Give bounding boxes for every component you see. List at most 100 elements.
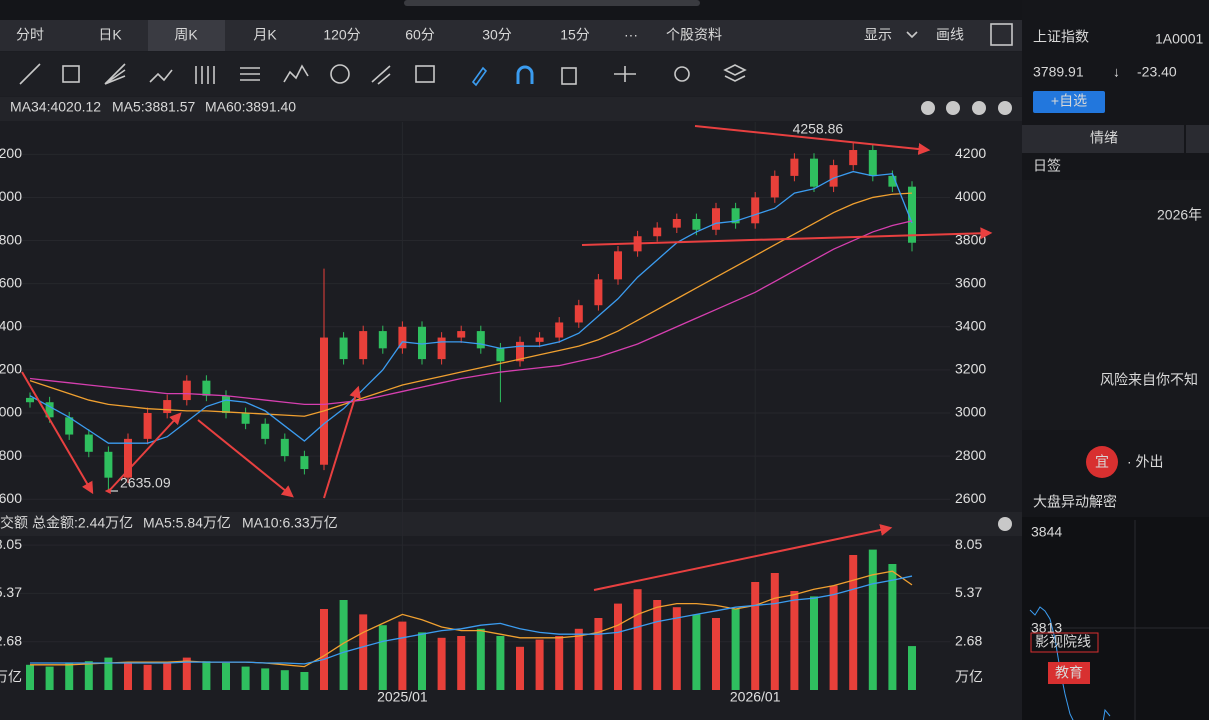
volume-bar	[633, 589, 642, 690]
y-tick-label: 3200	[0, 361, 22, 377]
watch-label[interactable]: +自选	[1051, 93, 1087, 109]
y-tick-label: 3200	[955, 361, 986, 377]
y-tick-label: 3400	[955, 317, 986, 333]
volume-bar	[300, 672, 309, 690]
candle-body	[829, 165, 838, 187]
window-handle	[404, 0, 700, 6]
period-tab[interactable]: 个股资料	[666, 27, 722, 43]
tab[interactable]	[1022, 125, 1184, 153]
watch-button[interactable]	[1033, 91, 1105, 113]
y-tick-label: 5.37	[0, 584, 22, 600]
volume-bar	[614, 603, 622, 690]
candle-body	[398, 326, 407, 349]
candle-body	[65, 417, 74, 435]
volume-bar	[182, 657, 191, 690]
index-name: 上证指数	[1033, 29, 1089, 45]
y-tick-label: 2.68	[0, 632, 22, 648]
x-tick-label: 2025/01	[377, 689, 428, 705]
chart: 2600 2600 2800 2800 3000 3000 3200 3200 3400 3400…	[0, 120, 986, 705]
volume-bar	[770, 573, 779, 690]
ma-header	[0, 97, 1022, 121]
candle-body	[339, 337, 348, 360]
volume-bar	[241, 666, 250, 690]
radar-grid	[1030, 520, 1209, 720]
candle-body	[182, 380, 191, 401]
zoom-controls[interactable]	[921, 101, 1012, 115]
volume-bar	[202, 661, 211, 690]
index-code: 1A0001	[1155, 31, 1203, 47]
volume-bar	[594, 618, 603, 690]
volume-bar	[261, 668, 270, 690]
candle-body	[26, 397, 34, 403]
candle-body	[437, 337, 446, 360]
low-label: 2635.09	[120, 474, 171, 490]
candle-body	[124, 438, 132, 478]
tab-label[interactable]: 情绪	[1090, 130, 1118, 146]
lucky-text: · 外出	[1127, 454, 1164, 470]
volume-legend: MA10:6.33万亿	[242, 515, 338, 531]
candle-body	[672, 219, 681, 228]
volume-bar	[849, 555, 858, 690]
y-tick-label: 8.05	[955, 536, 982, 552]
candle-body	[163, 400, 172, 413]
period-tab[interactable]: 60分	[405, 27, 435, 43]
radar-mid: 3813	[1031, 620, 1062, 636]
volume-bar	[143, 664, 152, 690]
volume-bar	[65, 663, 74, 690]
volume-bar	[692, 614, 701, 690]
ma-line	[29, 192, 913, 417]
show-button[interactable]: 显示	[864, 27, 892, 43]
volume-bar	[574, 628, 583, 690]
settings-icon[interactable]	[998, 517, 1012, 531]
radar-tag: 教育	[1055, 665, 1083, 681]
candle-body	[810, 158, 818, 187]
index-change: -23.40	[1137, 64, 1177, 80]
y-tick-label: 2800	[0, 447, 22, 463]
annotation-arrows	[21, 125, 993, 591]
ma-legend: MA5:3881.57	[112, 99, 195, 115]
candle-body	[261, 423, 270, 439]
volume-bar	[26, 664, 34, 690]
candle-body	[868, 150, 877, 176]
volume-legend: MA5:5.84万亿	[143, 515, 231, 531]
candle-body	[457, 331, 466, 338]
volume-header	[0, 512, 1022, 536]
volume-bar	[378, 625, 387, 690]
y-tick-label: 4000	[955, 188, 986, 204]
draw-button[interactable]: 画线	[936, 27, 964, 43]
candle-body	[84, 434, 93, 452]
ma-line	[29, 220, 913, 406]
period-tab[interactable]: 分时	[16, 27, 44, 43]
period-tab[interactable]: 30分	[482, 27, 512, 43]
volume-bar	[653, 600, 662, 690]
candle-body	[45, 402, 54, 418]
candle-body	[143, 413, 152, 439]
volume-bar	[672, 607, 681, 690]
period-tab[interactable]: ···	[624, 27, 638, 43]
period-tab[interactable]: 日K	[98, 27, 122, 43]
volume-bar	[555, 636, 564, 690]
candle-body	[712, 208, 720, 230]
y-tick-label: 3400	[0, 317, 22, 333]
sign-date: 2026年	[1157, 207, 1202, 223]
period-tab[interactable]: 周K	[174, 27, 198, 43]
volume-bar	[222, 663, 230, 690]
candle-body	[496, 348, 505, 362]
sign-text: 风险来自你不知	[1100, 372, 1198, 388]
period-tab[interactable]: 15分	[560, 27, 590, 43]
volume-bar	[163, 663, 172, 690]
period-tab[interactable]: 120分	[323, 27, 360, 43]
ma-line	[29, 170, 913, 444]
volume-bar	[790, 591, 799, 690]
y-tick-label: 2600	[955, 490, 986, 506]
tab[interactable]	[1186, 125, 1209, 153]
period-tab[interactable]: 月K	[253, 27, 277, 43]
candle-body	[320, 337, 328, 465]
volume-unit: 万亿	[0, 669, 22, 685]
layout-icon[interactable]	[990, 23, 1013, 46]
candle-body	[516, 341, 524, 362]
tab-selected[interactable]	[148, 20, 225, 51]
volume-bar	[457, 636, 466, 690]
candle-body	[790, 158, 799, 176]
y-tick-label: 2.68	[955, 632, 982, 648]
